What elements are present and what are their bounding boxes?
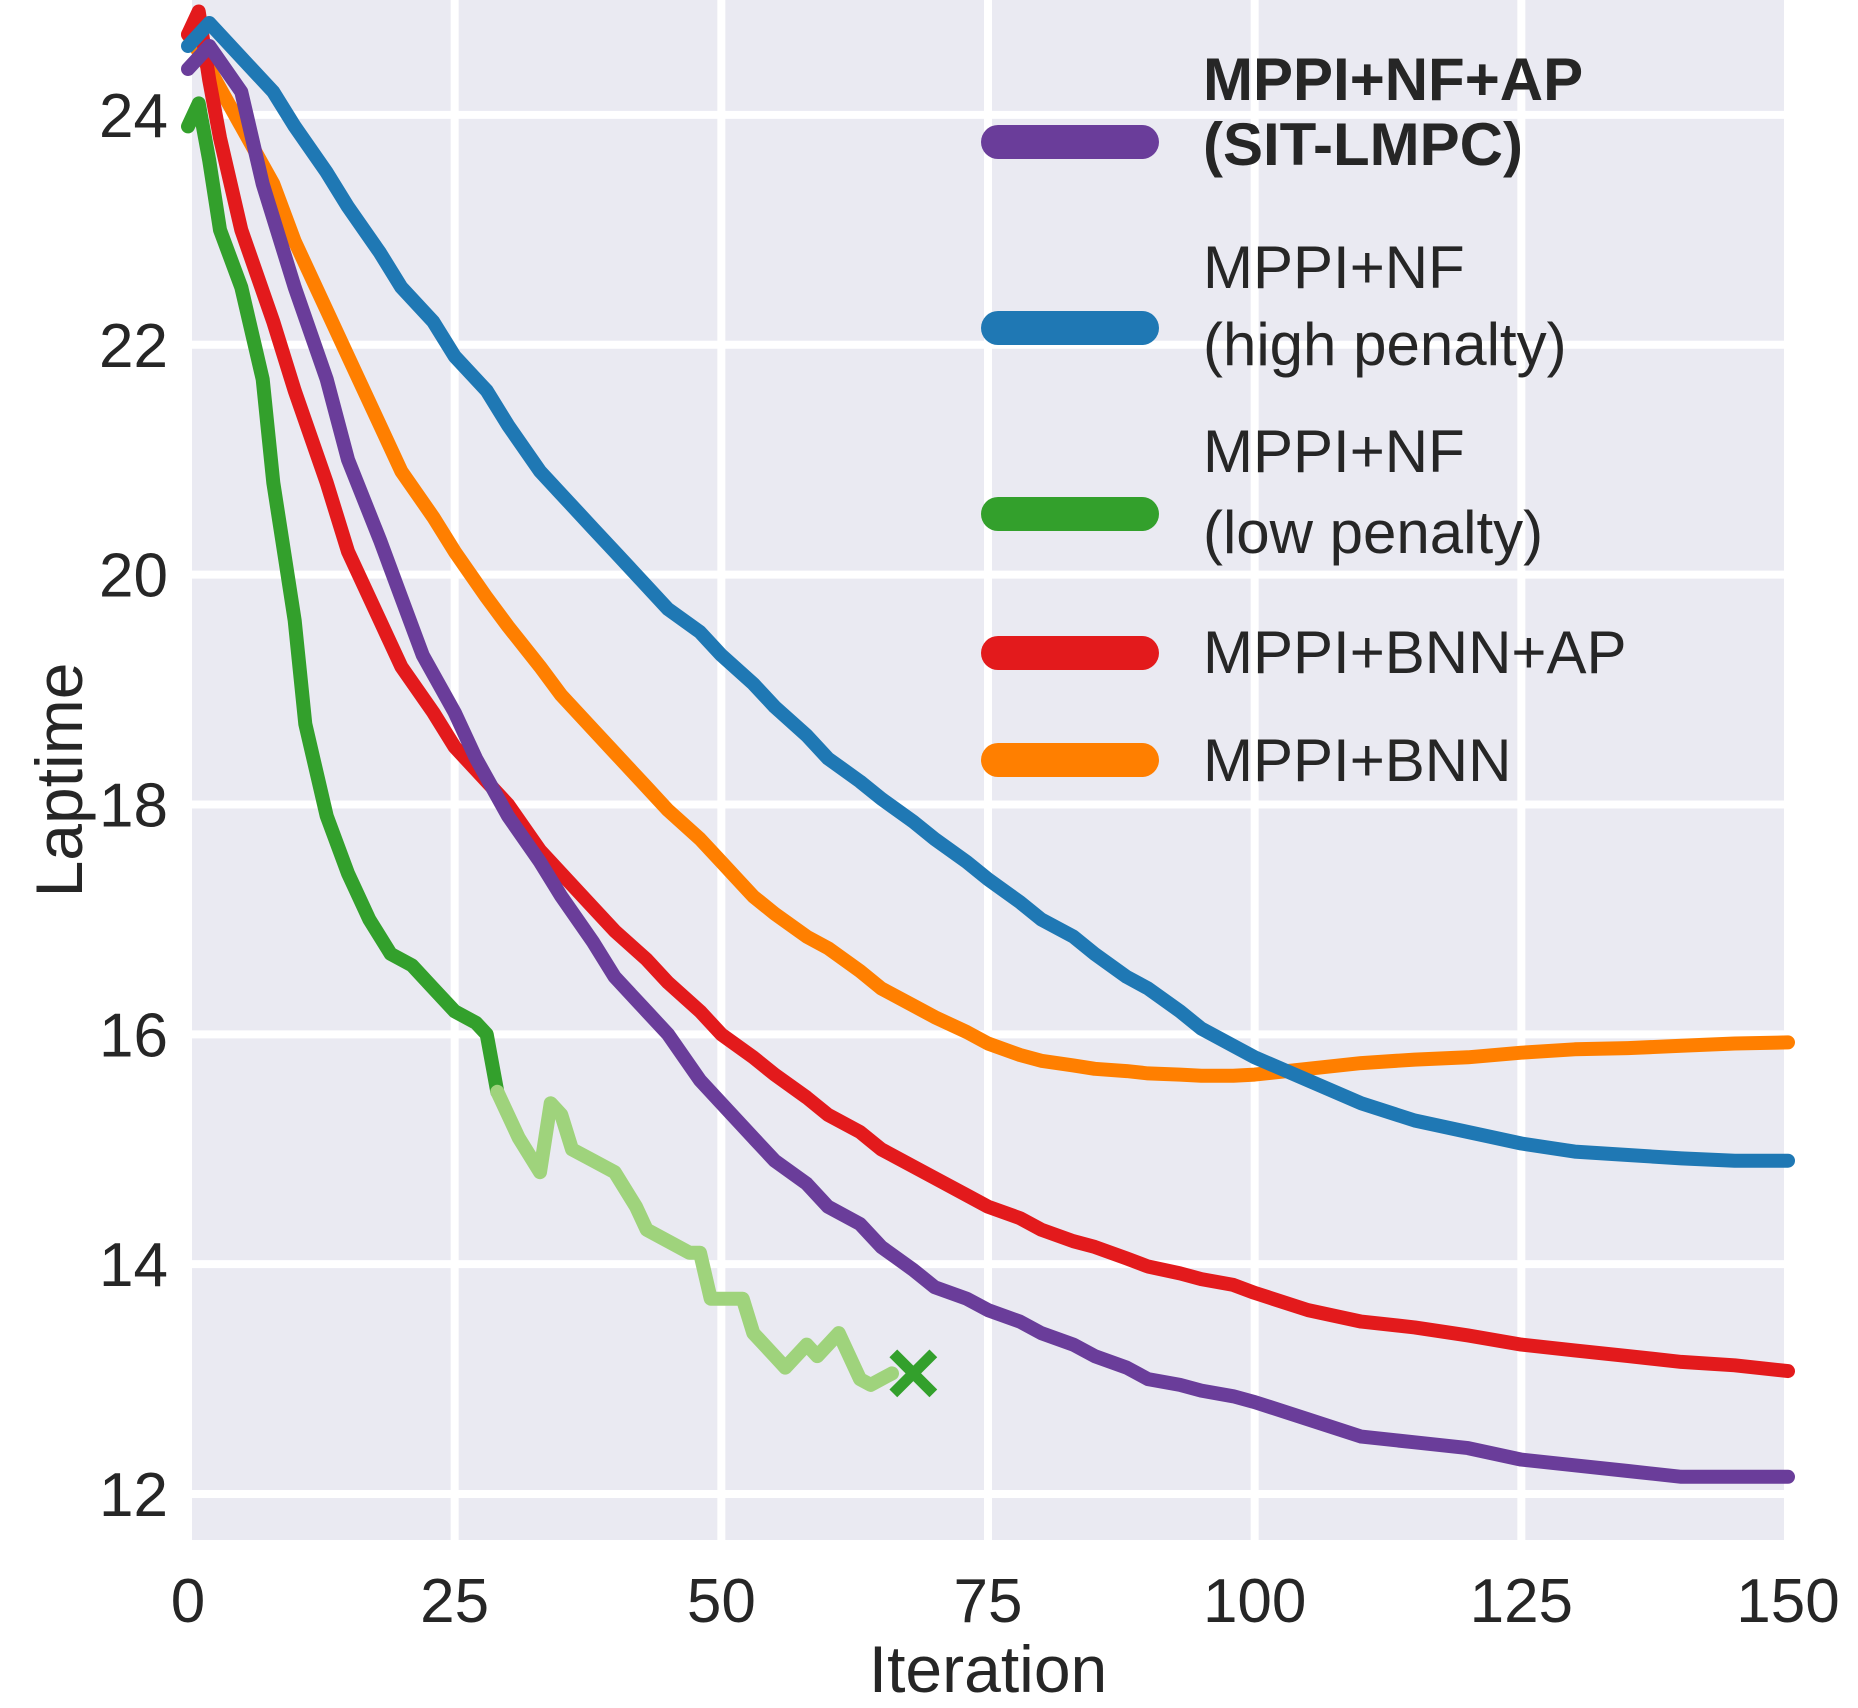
legend-label: (low penalty) <box>1203 499 1543 566</box>
series-line-mppi-nf-ap-sit-lmpc <box>181 39 1795 1484</box>
legend: MPPI+NF+AP(SIT-LMPC) MPPI+NF (high penalty… <box>981 46 1627 794</box>
y-tick-label: 22 <box>99 312 168 381</box>
series-line-mppi-bnn-ap <box>181 4 1795 1379</box>
x-axis-label: Iteration <box>869 1632 1107 1706</box>
legend-label: MPPI+NF+AP <box>1203 46 1583 113</box>
end-marker-stroke <box>889 1349 938 1398</box>
y-tick-label: 24 <box>99 82 168 151</box>
x-tick-label: 0 <box>171 1567 205 1636</box>
x-tick-label: 75 <box>954 1567 1023 1636</box>
y-axis-label: Laptime <box>22 663 96 898</box>
legend-label: MPPI+NF <box>1203 234 1465 301</box>
legend-label: MPPI+BNN <box>1203 727 1511 794</box>
series-line-mppi-bnn <box>181 27 1795 1083</box>
y-tick-label: 14 <box>99 1231 168 1300</box>
legend-item: MPPI+NF (high penalty) <box>981 234 1567 378</box>
legend-label: (high penalty) <box>1203 311 1567 378</box>
series-line-mppi-nf-low-penalty <box>181 96 505 1099</box>
y-tick-labels: 12 14 16 18 20 22 24 <box>99 82 168 1530</box>
y-tick-label: 20 <box>99 542 168 611</box>
y-tick-label: 18 <box>99 771 168 840</box>
legend-item: MPPI+NF+AP(SIT-LMPC) <box>981 46 1583 178</box>
legend-label: MPPI+BNN+AP <box>1203 619 1627 686</box>
x-tick-labels: 0 25 50 75 100 125 150 <box>171 1567 1840 1636</box>
x-tick-label: 50 <box>687 1567 756 1636</box>
grid-lines <box>184 0 1792 1540</box>
series-lines <box>181 4 1795 1484</box>
x-tick-label: 150 <box>1736 1567 1839 1636</box>
series-line-mppi-nf-high-penalty <box>181 16 1795 1168</box>
end-marker-x <box>889 1349 938 1398</box>
legend-item: MPPI+BNN <box>981 727 1511 794</box>
x-tick-label: 25 <box>420 1567 489 1636</box>
series-line-faded-mppi-nf-low-penalty <box>490 1084 899 1392</box>
legend-label: (SIT-LMPC) <box>1203 111 1523 178</box>
x-tick-label: 100 <box>1203 1567 1306 1636</box>
legend-item: MPPI+BNN+AP <box>981 619 1627 686</box>
y-tick-label: 12 <box>99 1461 168 1530</box>
legend-label: MPPI+NF <box>1203 418 1465 485</box>
x-tick-label: 125 <box>1470 1567 1573 1636</box>
legend-item: MPPI+NF (low penalty) <box>981 418 1543 566</box>
y-tick-label: 16 <box>99 1001 168 1070</box>
